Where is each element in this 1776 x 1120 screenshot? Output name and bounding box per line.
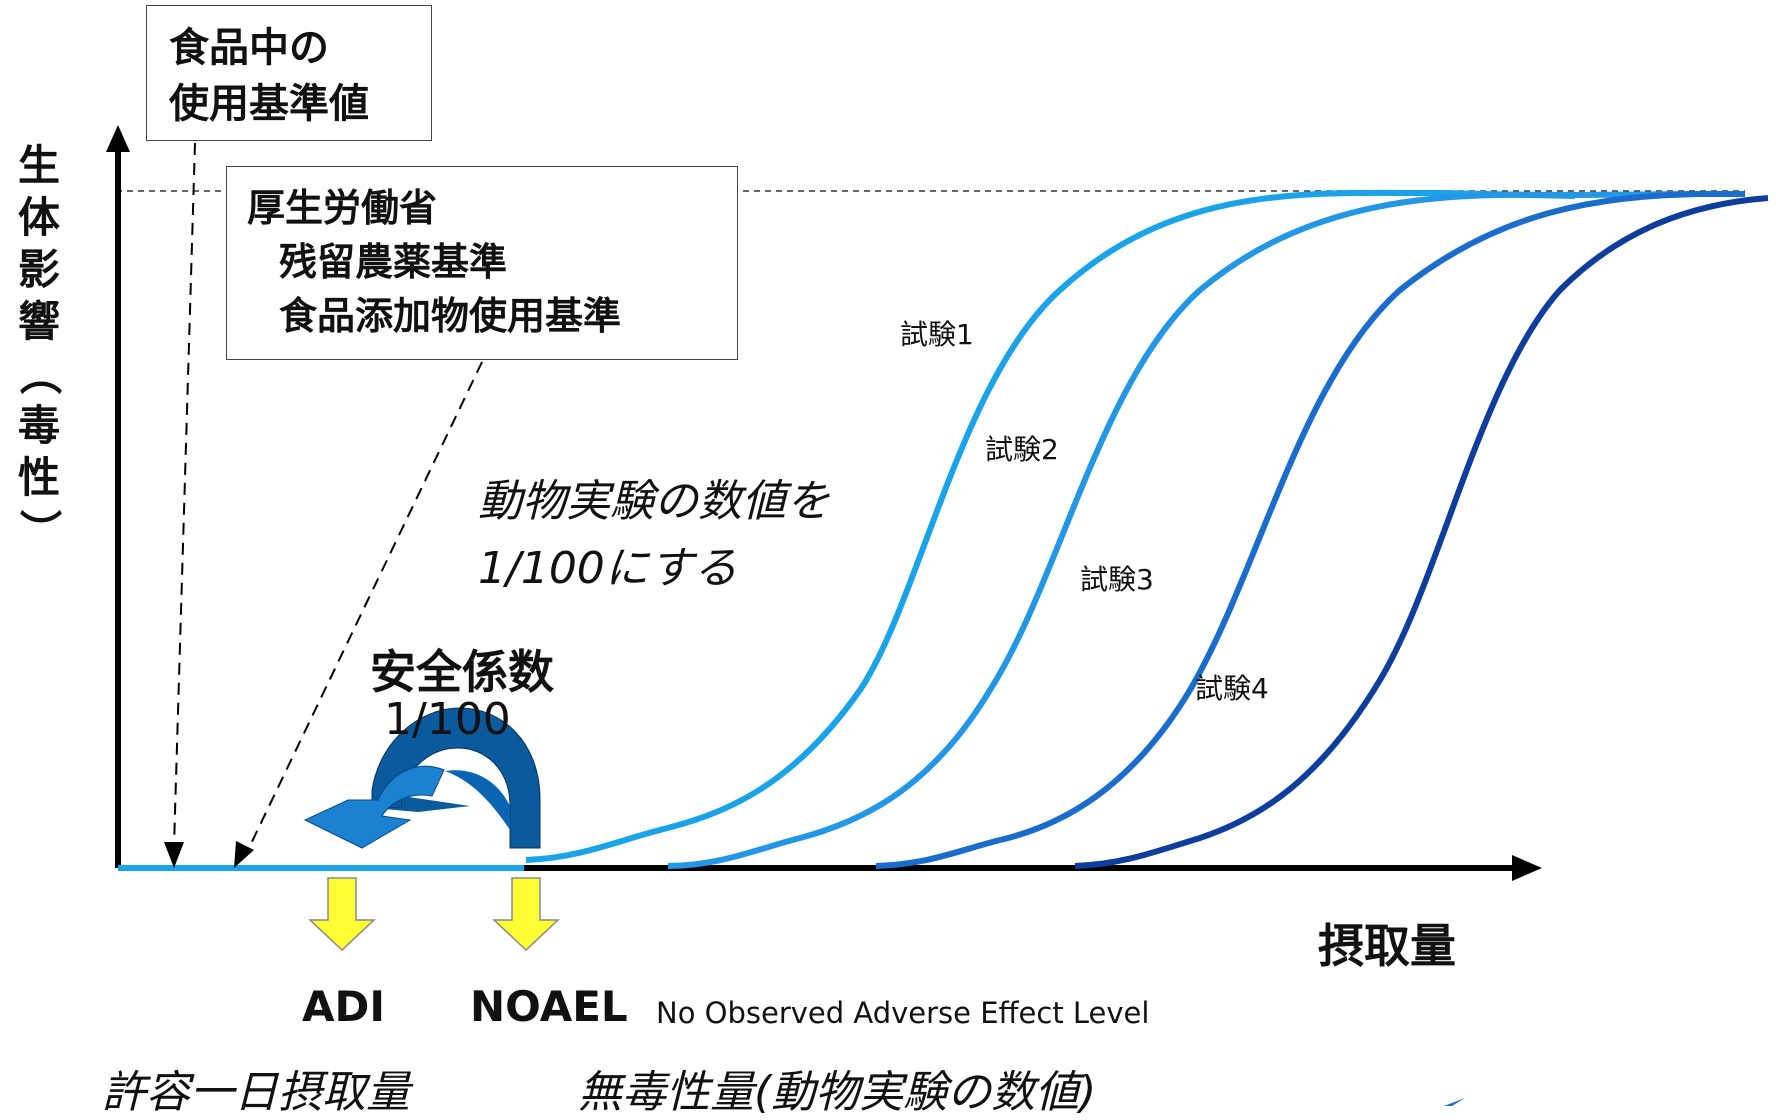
test-label-4: 試験4: [1195, 672, 1269, 705]
pointer-line-mhlw-box: [247, 361, 483, 851]
note-line-2: 1/100にする: [478, 543, 738, 594]
mhlw-line-additive: 食品添加物使用基準: [279, 294, 622, 338]
safety-factor-value: 1/100: [384, 694, 511, 745]
y-axis-label-char: 響: [17, 297, 60, 346]
curve-test-4: [1074, 195, 1769, 869]
safety-factor-curved-arrow: [303, 707, 541, 849]
noael-description: 無毒性量(動物実験の数値): [578, 1067, 1097, 1118]
y-axis-label-char: 生: [17, 141, 60, 190]
y-axis-label-char: 毒: [17, 401, 60, 450]
decorative-mark: [1444, 1098, 1465, 1106]
adi-label: ADI: [302, 982, 385, 1031]
y-axis-label-char: 性: [17, 453, 60, 502]
note-line-1: 動物実験の数値を: [478, 476, 830, 527]
y-axis-label: 生 体 影 響 （ 毒 性 ）: [14, 140, 64, 556]
y-axis-label-char: 影: [17, 245, 60, 294]
adi-description: 許容一日摂取量: [102, 1067, 410, 1118]
y-axis-label-char: 体: [17, 193, 60, 242]
noael-full-name: No Observed Adverse Effect Level: [656, 996, 1150, 1030]
noael-yellow-arrow: [492, 877, 560, 952]
x-axis-label: 摂取量: [1318, 919, 1456, 973]
test-label-1: 試験1: [900, 318, 974, 351]
adi-yellow-arrow: [308, 877, 376, 952]
y-axis-label-char: ）: [15, 508, 64, 551]
pointer-line-top-box: [173, 142, 196, 847]
food-standard-box: 食品中の 使用基準値: [146, 5, 432, 141]
curve-test-2: [667, 191, 1691, 869]
x-axis-arrowhead: [1512, 855, 1542, 881]
pointer-arrowhead-top-box: [164, 842, 184, 868]
noael-label: NOAEL: [470, 982, 628, 1031]
food-standard-line-1: 食品中の: [169, 25, 329, 71]
y-axis-arrowhead: [106, 125, 130, 152]
y-axis-label-char: （: [15, 352, 64, 395]
safety-factor-title: 安全係数: [370, 645, 554, 699]
pointer-arrowhead-mhlw-box: [234, 841, 254, 868]
mhlw-line-pesticide: 残留農薬基準: [279, 240, 508, 284]
test-label-3: 試験3: [1080, 563, 1154, 596]
curve-test-1: [525, 189, 1576, 863]
curve-test-3: [875, 191, 1745, 869]
test-label-2: 試験2: [985, 433, 1059, 466]
mhlw-title: 厚生労働省: [247, 186, 438, 230]
mhlw-box: 厚生労働省 残留農薬基準 食品添加物使用基準: [226, 166, 738, 360]
food-standard-line-2: 使用基準値: [169, 81, 369, 127]
